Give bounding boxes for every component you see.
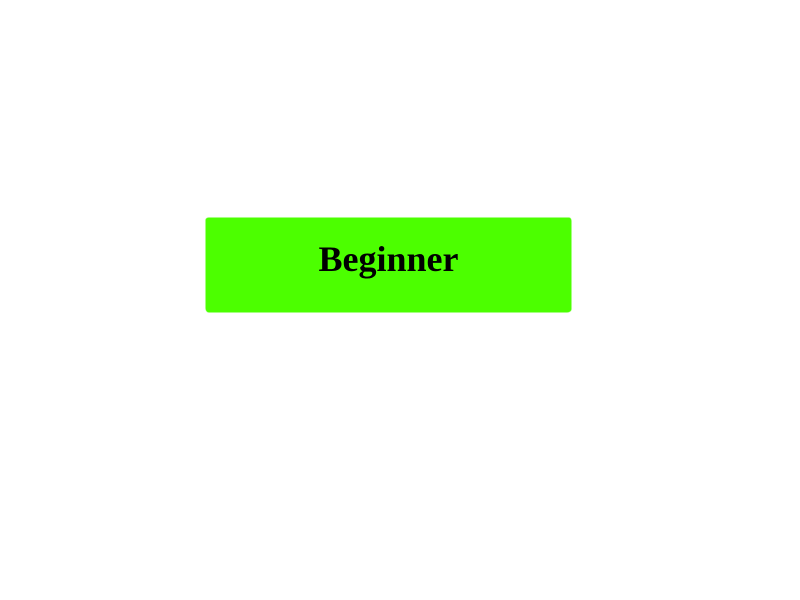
beginner-level-button[interactable]: Beginner — [206, 218, 571, 312]
level-button-label: Beginner — [318, 239, 459, 279]
